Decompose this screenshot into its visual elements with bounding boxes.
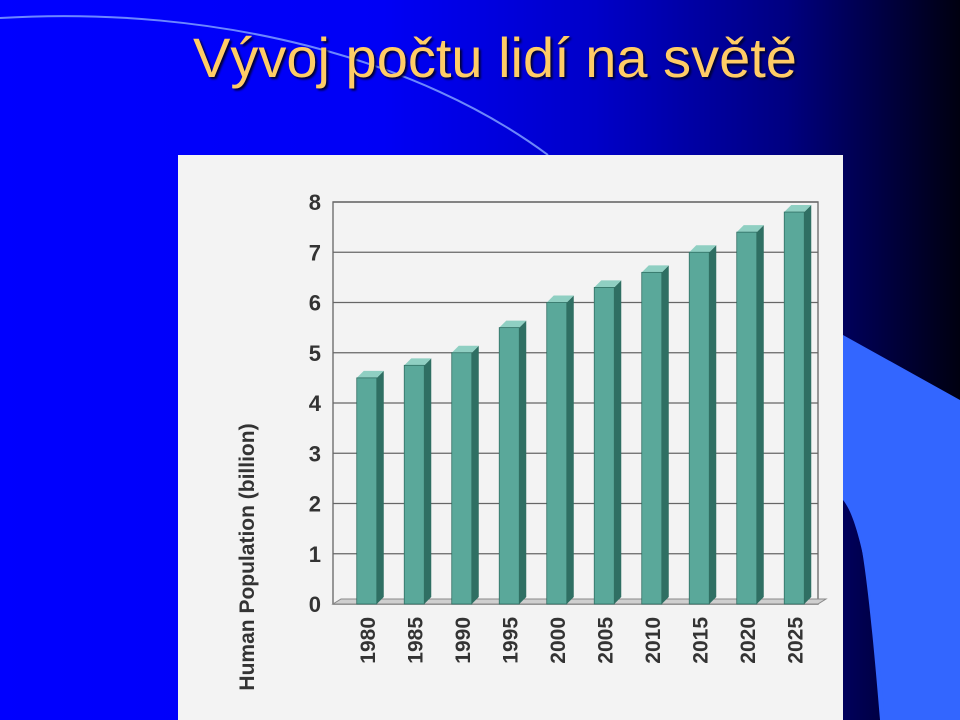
y-tick-label: 7 — [309, 240, 321, 265]
x-tick-label: 1990 — [452, 617, 475, 664]
bar — [783, 211, 805, 605]
bar-side — [804, 205, 812, 605]
bar — [356, 377, 378, 605]
bar-side — [519, 320, 527, 604]
bar — [736, 231, 758, 605]
x-tick-label: 1995 — [499, 617, 522, 664]
bar-top — [404, 358, 432, 366]
bar-top — [451, 345, 479, 353]
bar — [451, 352, 473, 605]
bar-side — [661, 265, 669, 604]
bar-side — [709, 245, 717, 604]
bar-side — [376, 370, 384, 604]
bar — [498, 327, 520, 605]
x-tick-label: 2000 — [547, 617, 570, 664]
y-tick-label: 8 — [309, 190, 321, 215]
bar-side — [566, 295, 574, 604]
bar-top — [546, 295, 574, 303]
x-tick-label: 2015 — [689, 617, 712, 664]
bar-top — [499, 320, 527, 328]
bar — [403, 364, 425, 605]
y-tick-label: 5 — [309, 341, 321, 366]
x-tick-label: 2025 — [784, 617, 807, 664]
x-tick-label: 1985 — [404, 617, 427, 664]
bar — [546, 302, 568, 605]
bar-side — [471, 345, 479, 604]
bar-top — [784, 205, 812, 213]
x-tick-label: 2005 — [594, 617, 617, 664]
bar-side — [614, 280, 622, 604]
bar-top — [594, 280, 622, 288]
y-axis-label: Human Population (billion) — [236, 423, 259, 690]
bar — [688, 251, 710, 605]
y-tick-label: 2 — [309, 492, 321, 517]
population-bar-chart: Human Population (billion) 0 1 2 3 4 5 6 7 8 1980… — [236, 190, 828, 691]
bar-side — [756, 225, 764, 604]
decorative-arc-left — [0, 15, 549, 156]
bar-top — [689, 245, 717, 253]
y-tick-label: 4 — [309, 391, 322, 416]
bar — [641, 271, 663, 605]
y-tick-label: 6 — [309, 291, 321, 316]
bar-top — [736, 225, 764, 233]
x-tick-label: 2020 — [737, 617, 760, 664]
bar — [593, 287, 615, 605]
x-tick-label: 2010 — [642, 617, 665, 664]
x-tick-label: 1980 — [357, 617, 380, 664]
y-tick-label: 1 — [309, 542, 321, 567]
decorative-shape-right — [843, 335, 960, 720]
bar-top — [356, 370, 384, 378]
bar-top — [641, 265, 669, 273]
y-tick-label: 0 — [309, 592, 321, 617]
y-tick-label: 3 — [309, 441, 321, 466]
slide-title: Vývoj počtu lidí na světě — [193, 26, 797, 89]
chart-panel: Human Population (billion) 0 1 2 3 4 5 6 7 8 1980… — [178, 155, 843, 720]
bar-side — [424, 358, 432, 604]
